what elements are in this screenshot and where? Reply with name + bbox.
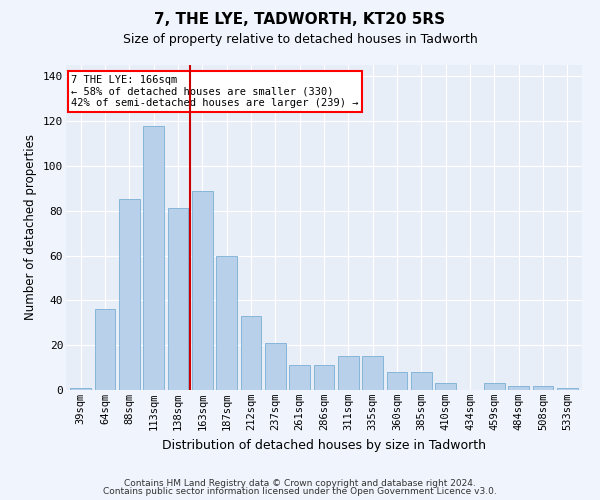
Text: 7, THE LYE, TADWORTH, KT20 5RS: 7, THE LYE, TADWORTH, KT20 5RS [154,12,446,28]
Bar [386,372,407,390]
X-axis label: Distribution of detached houses by size in Tadworth: Distribution of detached houses by size … [162,438,486,452]
Bar [265,343,286,390]
Bar [143,126,164,390]
Bar [362,356,383,390]
Bar [192,190,212,390]
Bar [241,316,262,390]
Text: Contains HM Land Registry data © Crown copyright and database right 2024.: Contains HM Land Registry data © Crown c… [124,478,476,488]
Text: 7 THE LYE: 166sqm
← 58% of detached houses are smaller (330)
42% of semi-detache: 7 THE LYE: 166sqm ← 58% of detached hous… [71,74,359,108]
Bar [338,356,359,390]
Bar [436,384,456,390]
Text: Contains public sector information licensed under the Open Government Licence v3: Contains public sector information licen… [103,487,497,496]
Bar [314,366,334,390]
Bar [289,366,310,390]
Bar [508,386,529,390]
Bar [533,386,553,390]
Text: Size of property relative to detached houses in Tadworth: Size of property relative to detached ho… [122,32,478,46]
Bar [484,384,505,390]
Bar [167,208,188,390]
Y-axis label: Number of detached properties: Number of detached properties [25,134,37,320]
Bar [557,388,578,390]
Bar [119,200,140,390]
Bar [216,256,237,390]
Bar [411,372,432,390]
Bar [95,310,115,390]
Bar [70,388,91,390]
